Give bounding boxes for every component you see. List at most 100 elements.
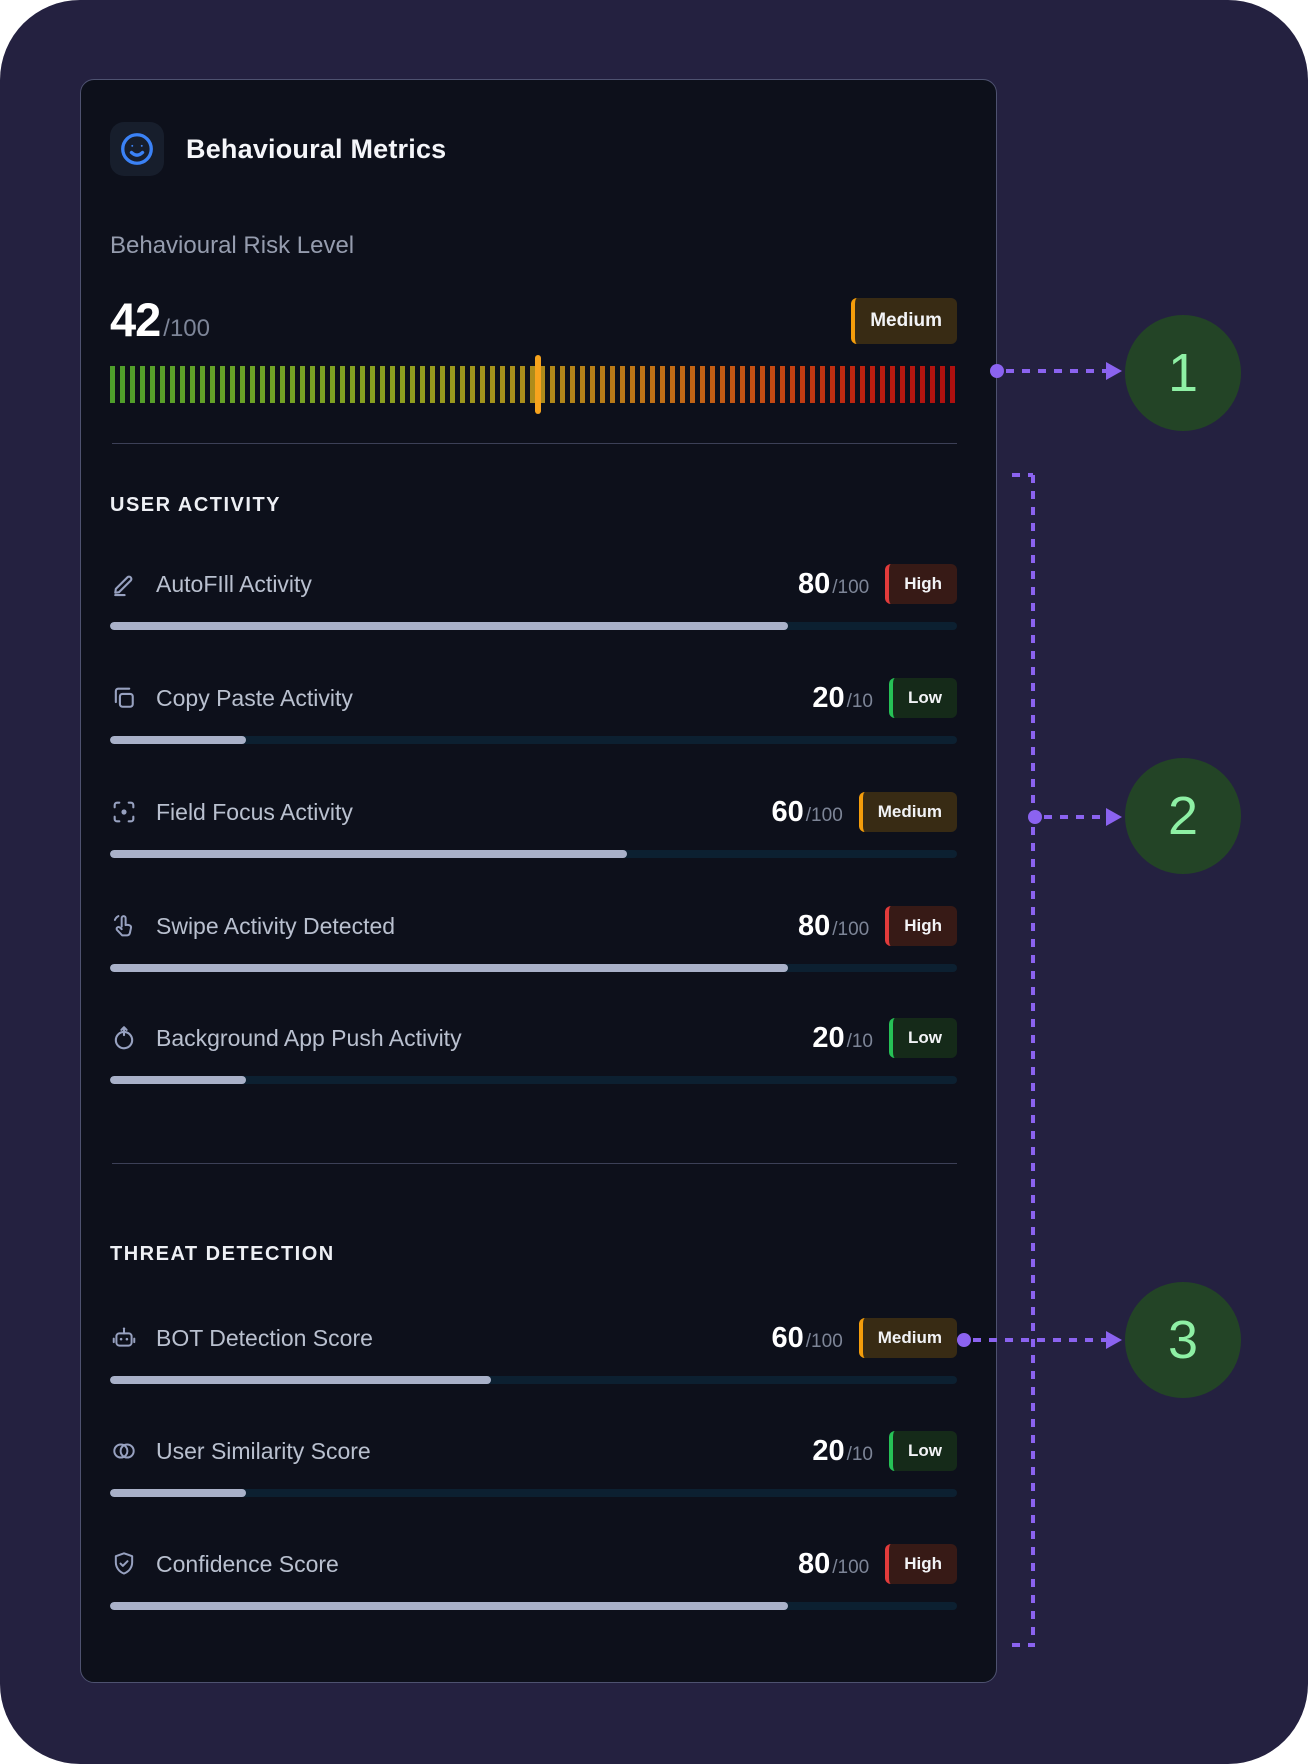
divider bbox=[112, 443, 957, 444]
status-badge: High bbox=[885, 1544, 957, 1584]
metric-label: Copy Paste Activity bbox=[156, 684, 353, 711]
metric-total: /100 bbox=[832, 576, 870, 598]
connector2-arrow-icon bbox=[1106, 808, 1122, 826]
connector2-dashed-line bbox=[1044, 815, 1106, 819]
metric-label: Confidence Score bbox=[156, 1550, 339, 1577]
metric-total: /10 bbox=[846, 1030, 873, 1052]
metric-total: /10 bbox=[846, 1443, 873, 1465]
metric-row-header: Field Focus Activity 60 /100 Medium bbox=[110, 790, 957, 834]
metric-row: User Similarity Score 20 /10 Low bbox=[110, 1429, 957, 1497]
progress-fill bbox=[110, 1489, 246, 1497]
connector2-dot bbox=[1028, 810, 1042, 824]
metric-row: Confidence Score 80 /100 High bbox=[110, 1542, 957, 1610]
metric-total: /100 bbox=[805, 1330, 843, 1352]
tap-icon bbox=[110, 912, 138, 940]
connector3-arrow-icon bbox=[1106, 1331, 1122, 1349]
status-badge: Low bbox=[889, 1431, 957, 1471]
edit-icon bbox=[110, 570, 138, 598]
smiley-icon bbox=[110, 122, 164, 176]
progress-fill bbox=[110, 850, 627, 858]
connector2-top-elbow bbox=[1012, 473, 1033, 477]
progress-track bbox=[110, 1489, 957, 1497]
status-badge: Low bbox=[889, 1018, 957, 1058]
metric-row-header: Swipe Activity Detected 80 /100 High bbox=[110, 904, 957, 948]
metric-total: /100 bbox=[805, 804, 843, 826]
risk-status-badge: Medium bbox=[851, 298, 957, 344]
status-badge: High bbox=[885, 906, 957, 946]
metric-total: /10 bbox=[846, 690, 873, 712]
robot-icon bbox=[110, 1324, 138, 1352]
metric-value: 80 bbox=[797, 567, 831, 600]
metric-row: AutoFIll Activity 80 /100 High bbox=[110, 562, 957, 630]
metric-row: Copy Paste Activity 20 /10 Low bbox=[110, 676, 957, 744]
progress-fill bbox=[110, 622, 788, 630]
connector1-arrow-icon bbox=[1106, 362, 1122, 380]
connector1-dot bbox=[990, 364, 1004, 378]
progress-fill bbox=[110, 964, 788, 972]
metric-label: AutoFIll Activity bbox=[156, 570, 312, 597]
metric-label: User Similarity Score bbox=[156, 1437, 371, 1464]
page-title: Behavioural Metrics bbox=[186, 133, 447, 164]
status-badge: High bbox=[885, 564, 957, 604]
metric-row: BOT Detection Score 60 /100 Medium bbox=[110, 1316, 957, 1384]
behavioural-metrics-card: Behavioural Metrics Behavioural Risk Lev… bbox=[80, 79, 997, 1683]
connector1-dashed-line bbox=[1006, 369, 1106, 373]
progress-track bbox=[110, 964, 957, 972]
metric-total: /100 bbox=[832, 1556, 870, 1578]
annotation-circle-3: 3 bbox=[1125, 1282, 1241, 1398]
connector2-vertical-line bbox=[1031, 475, 1035, 1647]
metric-value-group: 80 /100 bbox=[798, 1548, 869, 1581]
metric-row-header: Copy Paste Activity 20 /10 Low bbox=[110, 676, 957, 720]
metric-value: 80 bbox=[797, 909, 831, 942]
status-badge: Medium bbox=[858, 792, 957, 832]
metric-total: /100 bbox=[832, 918, 870, 940]
card-header: Behavioural Metrics bbox=[110, 122, 446, 176]
metric-label: Field Focus Activity bbox=[156, 798, 353, 825]
progress-track bbox=[110, 1602, 957, 1610]
metric-row: Background App Push Activity 20 /10 Low bbox=[110, 1016, 957, 1084]
metric-value-group: 20 /10 bbox=[812, 1022, 873, 1055]
metric-value-group: 80 /100 bbox=[798, 910, 869, 943]
metric-value: 20 bbox=[812, 1021, 845, 1054]
risk-gauge bbox=[110, 355, 957, 414]
annotation-circle-2: 2 bbox=[1125, 758, 1241, 874]
metric-row-header: Background App Push Activity 20 /10 Low bbox=[110, 1016, 957, 1060]
annotation-circle-1: 1 bbox=[1125, 315, 1241, 431]
copy-icon bbox=[110, 684, 138, 712]
metric-row: Field Focus Activity 60 /100 Medium bbox=[110, 790, 957, 858]
status-badge: Low bbox=[889, 678, 957, 718]
progress-track bbox=[110, 1076, 957, 1084]
section-heading-threat-detection: THREAT DETECTION bbox=[110, 1243, 335, 1265]
metric-value-group: 20 /10 bbox=[812, 682, 873, 715]
risk-score-value: 42 bbox=[110, 293, 161, 346]
progress-track bbox=[110, 622, 957, 630]
metric-label: Background App Push Activity bbox=[156, 1024, 462, 1051]
metric-label: BOT Detection Score bbox=[156, 1324, 373, 1351]
progress-track bbox=[110, 850, 957, 858]
status-badge: Medium bbox=[858, 1318, 957, 1358]
progress-fill bbox=[110, 1602, 788, 1610]
connector2-bottom-elbow bbox=[1012, 1643, 1033, 1647]
gauge-ticks bbox=[110, 366, 957, 403]
metric-value: 20 bbox=[812, 1434, 845, 1467]
focus-icon bbox=[110, 798, 138, 826]
metric-row-header: BOT Detection Score 60 /100 Medium bbox=[110, 1316, 957, 1360]
venn-icon bbox=[110, 1437, 138, 1465]
metric-value-group: 20 /10 bbox=[812, 1435, 873, 1468]
metric-value-group: 60 /100 bbox=[772, 796, 843, 829]
progress-track bbox=[110, 1376, 957, 1384]
metric-row-header: Confidence Score 80 /100 High bbox=[110, 1542, 957, 1586]
progress-fill bbox=[110, 736, 246, 744]
metric-value-group: 80 /100 bbox=[798, 568, 869, 601]
shield-icon bbox=[110, 1550, 138, 1578]
risk-score-total: /100 bbox=[163, 315, 210, 342]
divider bbox=[112, 1163, 957, 1164]
connector3-dot bbox=[957, 1333, 971, 1347]
metric-row-header: User Similarity Score 20 /10 Low bbox=[110, 1429, 957, 1473]
connector3-dashed-line bbox=[973, 1338, 1106, 1342]
gauge-marker bbox=[534, 355, 541, 414]
progress-track bbox=[110, 736, 957, 744]
progress-fill bbox=[110, 1376, 492, 1384]
metric-label: Swipe Activity Detected bbox=[156, 912, 396, 939]
